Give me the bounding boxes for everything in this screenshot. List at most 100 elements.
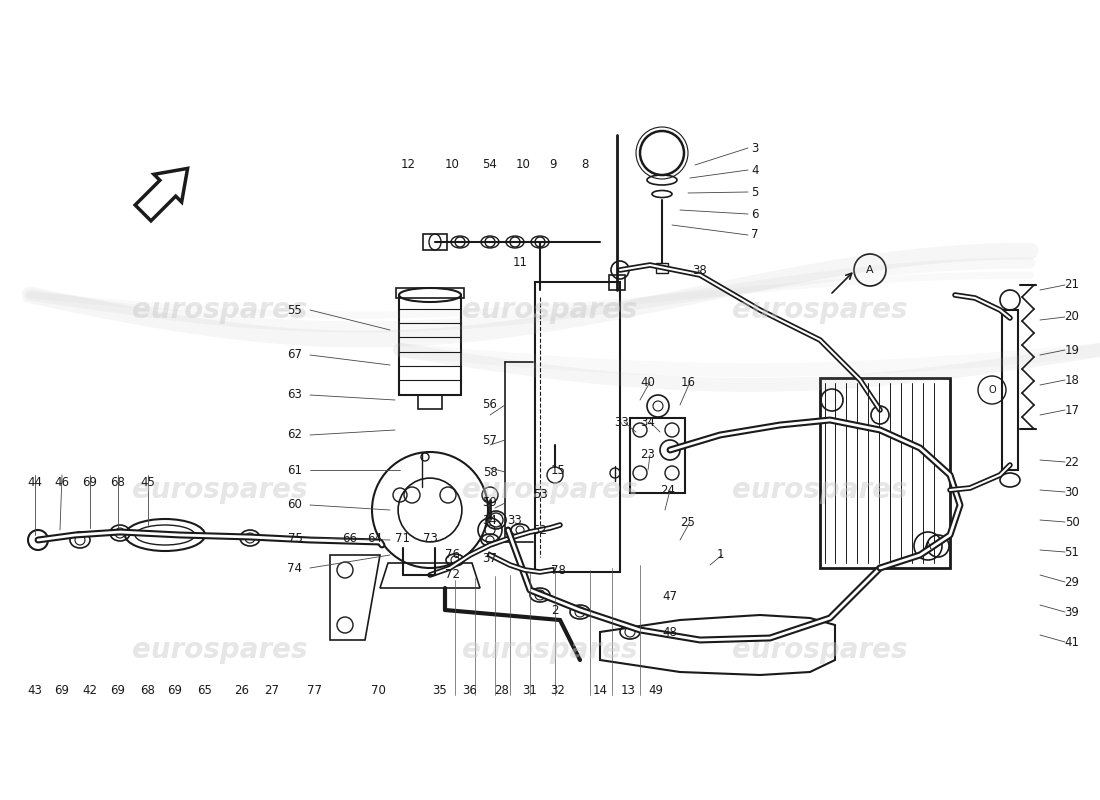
Text: 8: 8 — [581, 158, 589, 171]
Text: 31: 31 — [522, 683, 538, 697]
Text: 54: 54 — [483, 158, 497, 171]
Text: 4: 4 — [751, 163, 759, 177]
Text: 15: 15 — [551, 463, 565, 477]
Text: eurospares: eurospares — [733, 476, 908, 504]
Text: 43: 43 — [28, 683, 43, 697]
Text: 38: 38 — [693, 263, 707, 277]
Text: A: A — [924, 541, 932, 551]
Text: 1: 1 — [716, 549, 724, 562]
Text: 26: 26 — [234, 683, 250, 697]
Text: 13: 13 — [620, 683, 636, 697]
Text: 61: 61 — [287, 463, 303, 477]
Text: 33: 33 — [615, 415, 629, 429]
Bar — [535, 282, 620, 572]
Text: 27: 27 — [264, 683, 279, 697]
Text: 70: 70 — [371, 683, 385, 697]
Text: 49: 49 — [649, 683, 663, 697]
Text: 14: 14 — [593, 683, 607, 697]
Text: O: O — [988, 385, 996, 395]
Text: 20: 20 — [1065, 310, 1079, 323]
Text: 2: 2 — [551, 603, 559, 617]
Text: 24: 24 — [660, 483, 675, 497]
Text: 68: 68 — [141, 683, 155, 697]
Text: 25: 25 — [681, 515, 695, 529]
Text: A: A — [866, 265, 873, 275]
Text: 10: 10 — [516, 158, 530, 171]
Ellipse shape — [399, 288, 461, 302]
Text: 44: 44 — [28, 475, 43, 489]
Text: 33: 33 — [507, 514, 522, 526]
Text: 51: 51 — [1065, 546, 1079, 558]
Text: 47: 47 — [662, 590, 678, 602]
Text: 29: 29 — [1065, 575, 1079, 589]
Text: eurospares: eurospares — [462, 296, 638, 324]
Text: 42: 42 — [82, 683, 98, 697]
Text: 62: 62 — [287, 429, 303, 442]
Text: 5: 5 — [751, 186, 759, 198]
Text: 71: 71 — [396, 531, 410, 545]
Text: 50: 50 — [1065, 515, 1079, 529]
Text: 58: 58 — [483, 466, 497, 478]
Text: eurospares: eurospares — [733, 636, 908, 664]
Text: 67: 67 — [287, 349, 303, 362]
Text: 57: 57 — [483, 434, 497, 446]
Text: 11: 11 — [513, 255, 528, 269]
Text: 40: 40 — [640, 375, 656, 389]
Text: 75: 75 — [287, 531, 303, 545]
Text: eurospares: eurospares — [733, 296, 908, 324]
Text: 19: 19 — [1065, 343, 1079, 357]
Text: 68: 68 — [111, 475, 125, 489]
Text: 52: 52 — [532, 523, 548, 537]
Text: 30: 30 — [1065, 486, 1079, 498]
Text: 69: 69 — [55, 683, 69, 697]
Text: 74: 74 — [287, 562, 303, 574]
Text: 36: 36 — [463, 683, 477, 697]
Text: 78: 78 — [551, 563, 565, 577]
Text: 56: 56 — [483, 398, 497, 411]
Text: 69: 69 — [110, 683, 125, 697]
Text: 48: 48 — [662, 626, 678, 638]
Bar — [1002, 310, 1018, 470]
Text: 73: 73 — [422, 531, 438, 545]
Text: 77: 77 — [308, 683, 322, 697]
Text: 9: 9 — [549, 158, 557, 171]
Text: 12: 12 — [400, 158, 416, 171]
Text: 39: 39 — [1065, 606, 1079, 618]
Text: 22: 22 — [1065, 455, 1079, 469]
Text: 35: 35 — [432, 683, 448, 697]
Text: 16: 16 — [681, 375, 695, 389]
Text: 37: 37 — [483, 551, 497, 565]
Text: 10: 10 — [444, 158, 460, 171]
Text: 41: 41 — [1065, 635, 1079, 649]
Bar — [396, 288, 464, 298]
Text: 28: 28 — [495, 683, 509, 697]
Text: 76: 76 — [444, 549, 460, 562]
Text: 69: 69 — [167, 683, 183, 697]
Text: 63: 63 — [287, 389, 303, 402]
Text: 34: 34 — [640, 415, 656, 429]
Bar — [820, 378, 950, 568]
Text: 3: 3 — [751, 142, 759, 154]
Text: 32: 32 — [551, 683, 565, 697]
Text: eurospares: eurospares — [132, 296, 308, 324]
Text: 7: 7 — [751, 229, 759, 242]
Bar — [418, 395, 442, 409]
Text: 17: 17 — [1065, 403, 1079, 417]
Text: 59: 59 — [483, 497, 497, 510]
Text: 18: 18 — [1065, 374, 1079, 386]
Text: eurospares: eurospares — [132, 476, 308, 504]
Text: 21: 21 — [1065, 278, 1079, 291]
Text: 34: 34 — [483, 514, 497, 526]
Bar — [399, 295, 461, 395]
Text: 46: 46 — [55, 475, 69, 489]
Bar — [609, 275, 625, 290]
Text: 60: 60 — [287, 498, 303, 511]
Bar — [656, 263, 668, 273]
Text: 65: 65 — [198, 683, 212, 697]
Text: 6: 6 — [751, 207, 759, 221]
Text: eurospares: eurospares — [462, 476, 638, 504]
Circle shape — [640, 131, 684, 175]
Text: eurospares: eurospares — [462, 636, 638, 664]
Text: 23: 23 — [640, 449, 656, 462]
Text: 53: 53 — [532, 489, 548, 502]
